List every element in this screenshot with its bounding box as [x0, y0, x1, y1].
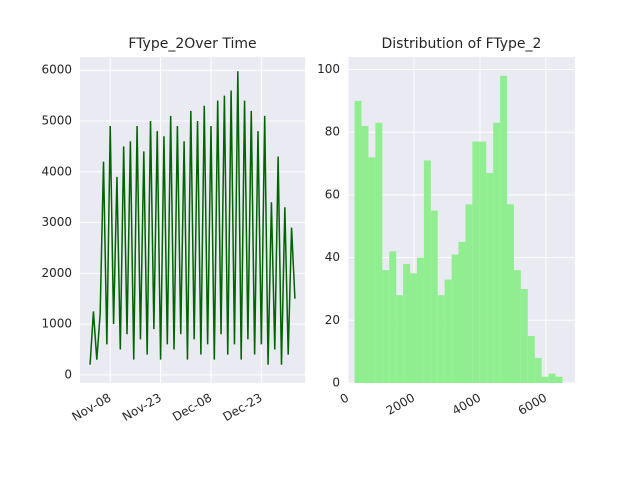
y-tick-label: 6000	[41, 63, 72, 77]
hist-bar	[430, 210, 438, 383]
hist-bar	[507, 204, 514, 383]
hist-bar	[541, 376, 549, 383]
hist-bar	[403, 263, 411, 383]
hist-bar	[534, 357, 542, 383]
hist-bar	[486, 172, 494, 383]
x-tick-label: 0	[338, 391, 352, 407]
hist-bar	[423, 160, 431, 383]
chart-title: Distribution of FType_2	[382, 36, 542, 52]
hist-bar	[555, 376, 563, 383]
y-tick-label: 3000	[41, 215, 72, 229]
hist-bar	[520, 288, 528, 383]
hist-bar	[396, 295, 404, 383]
x-tick-label: 6000	[516, 391, 549, 418]
hist-bar	[368, 157, 376, 383]
y-tick-label: 2000	[41, 266, 72, 280]
hist-bar	[458, 241, 466, 383]
y-tick-label: 60	[325, 187, 340, 201]
hist-bar	[416, 257, 424, 383]
x-tick-label: Nov-08	[69, 391, 113, 424]
hist-bar	[500, 75, 508, 384]
hist-bar	[472, 141, 480, 383]
y-tick-label: 20	[325, 313, 340, 327]
hist-bar	[465, 204, 473, 383]
hist-bar	[451, 254, 459, 383]
hist-bar	[389, 251, 397, 383]
data-line	[89, 71, 296, 365]
y-tick-label: 80	[325, 125, 340, 139]
hist-bar	[479, 141, 487, 383]
hist-bar	[527, 335, 535, 383]
hist-bar	[444, 279, 452, 383]
x-tick-label: Dec-23	[221, 391, 265, 425]
hist-bar	[437, 295, 445, 383]
y-tick-label: 5000	[41, 113, 72, 127]
y-tick-label: 100	[317, 62, 340, 76]
x-tick-label: Dec-08	[170, 391, 214, 425]
hist-bar	[548, 373, 556, 383]
x-tick-label: 2000	[384, 391, 417, 418]
y-tick-label: 4000	[41, 164, 72, 178]
y-tick-label: 40	[325, 250, 340, 264]
hist-bar	[382, 270, 390, 383]
y-tick-label: 0	[332, 376, 340, 390]
hist-bar	[513, 270, 521, 383]
y-tick-label: 0	[64, 367, 72, 381]
x-tick-label: Nov-23	[120, 391, 164, 424]
hist-bar	[410, 273, 417, 383]
x-tick-label: 4000	[450, 391, 483, 418]
hist-bar	[361, 125, 369, 383]
hist-bar	[354, 100, 362, 383]
y-tick-label: 1000	[41, 317, 72, 331]
hist-bar	[375, 122, 383, 384]
hist-bar	[493, 122, 501, 384]
chart-title: FType_2Over Time	[128, 36, 256, 52]
